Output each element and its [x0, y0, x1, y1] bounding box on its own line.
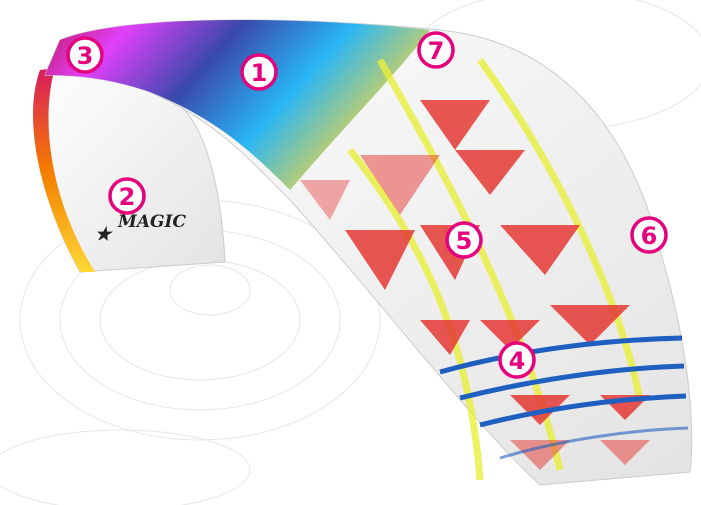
marker-circle — [498, 341, 536, 379]
top-band — [45, 19, 430, 190]
marker-label: 4 — [509, 347, 526, 375]
marker-label: 1 — [251, 59, 268, 87]
marker-label: 7 — [428, 37, 445, 65]
marker-label: 3 — [77, 42, 94, 70]
marker-circle — [66, 36, 104, 74]
marker-label: 2 — [119, 183, 136, 211]
marker-label: 5 — [456, 227, 473, 255]
left-edge — [33, 68, 95, 272]
marker-circle — [417, 31, 455, 69]
marker-label: 6 — [641, 222, 658, 250]
marker-circle — [108, 177, 146, 215]
marker-circle — [240, 53, 278, 91]
markers: 1 2 3 4 5 6 7 — [66, 31, 668, 379]
brand-text: MAGIC — [117, 212, 186, 232]
kite: ★ MAGIC — [33, 19, 693, 486]
brand-star: ★ — [95, 224, 114, 245]
marker-circle — [630, 216, 668, 254]
marker-circle — [445, 221, 483, 259]
